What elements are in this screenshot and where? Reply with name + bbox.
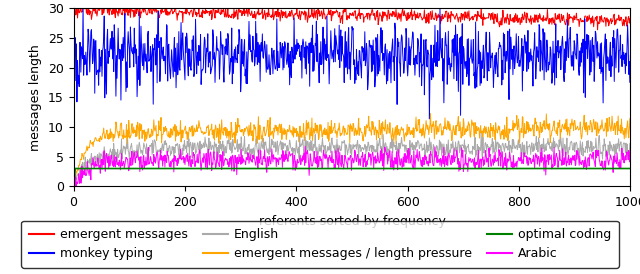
Y-axis label: messages length: messages length (29, 44, 42, 151)
X-axis label: referents sorted by frequency: referents sorted by frequency (259, 215, 445, 228)
Legend: emergent messages, monkey typing, English, emergent messages / length pressure, : emergent messages, monkey typing, Englis… (21, 221, 619, 268)
